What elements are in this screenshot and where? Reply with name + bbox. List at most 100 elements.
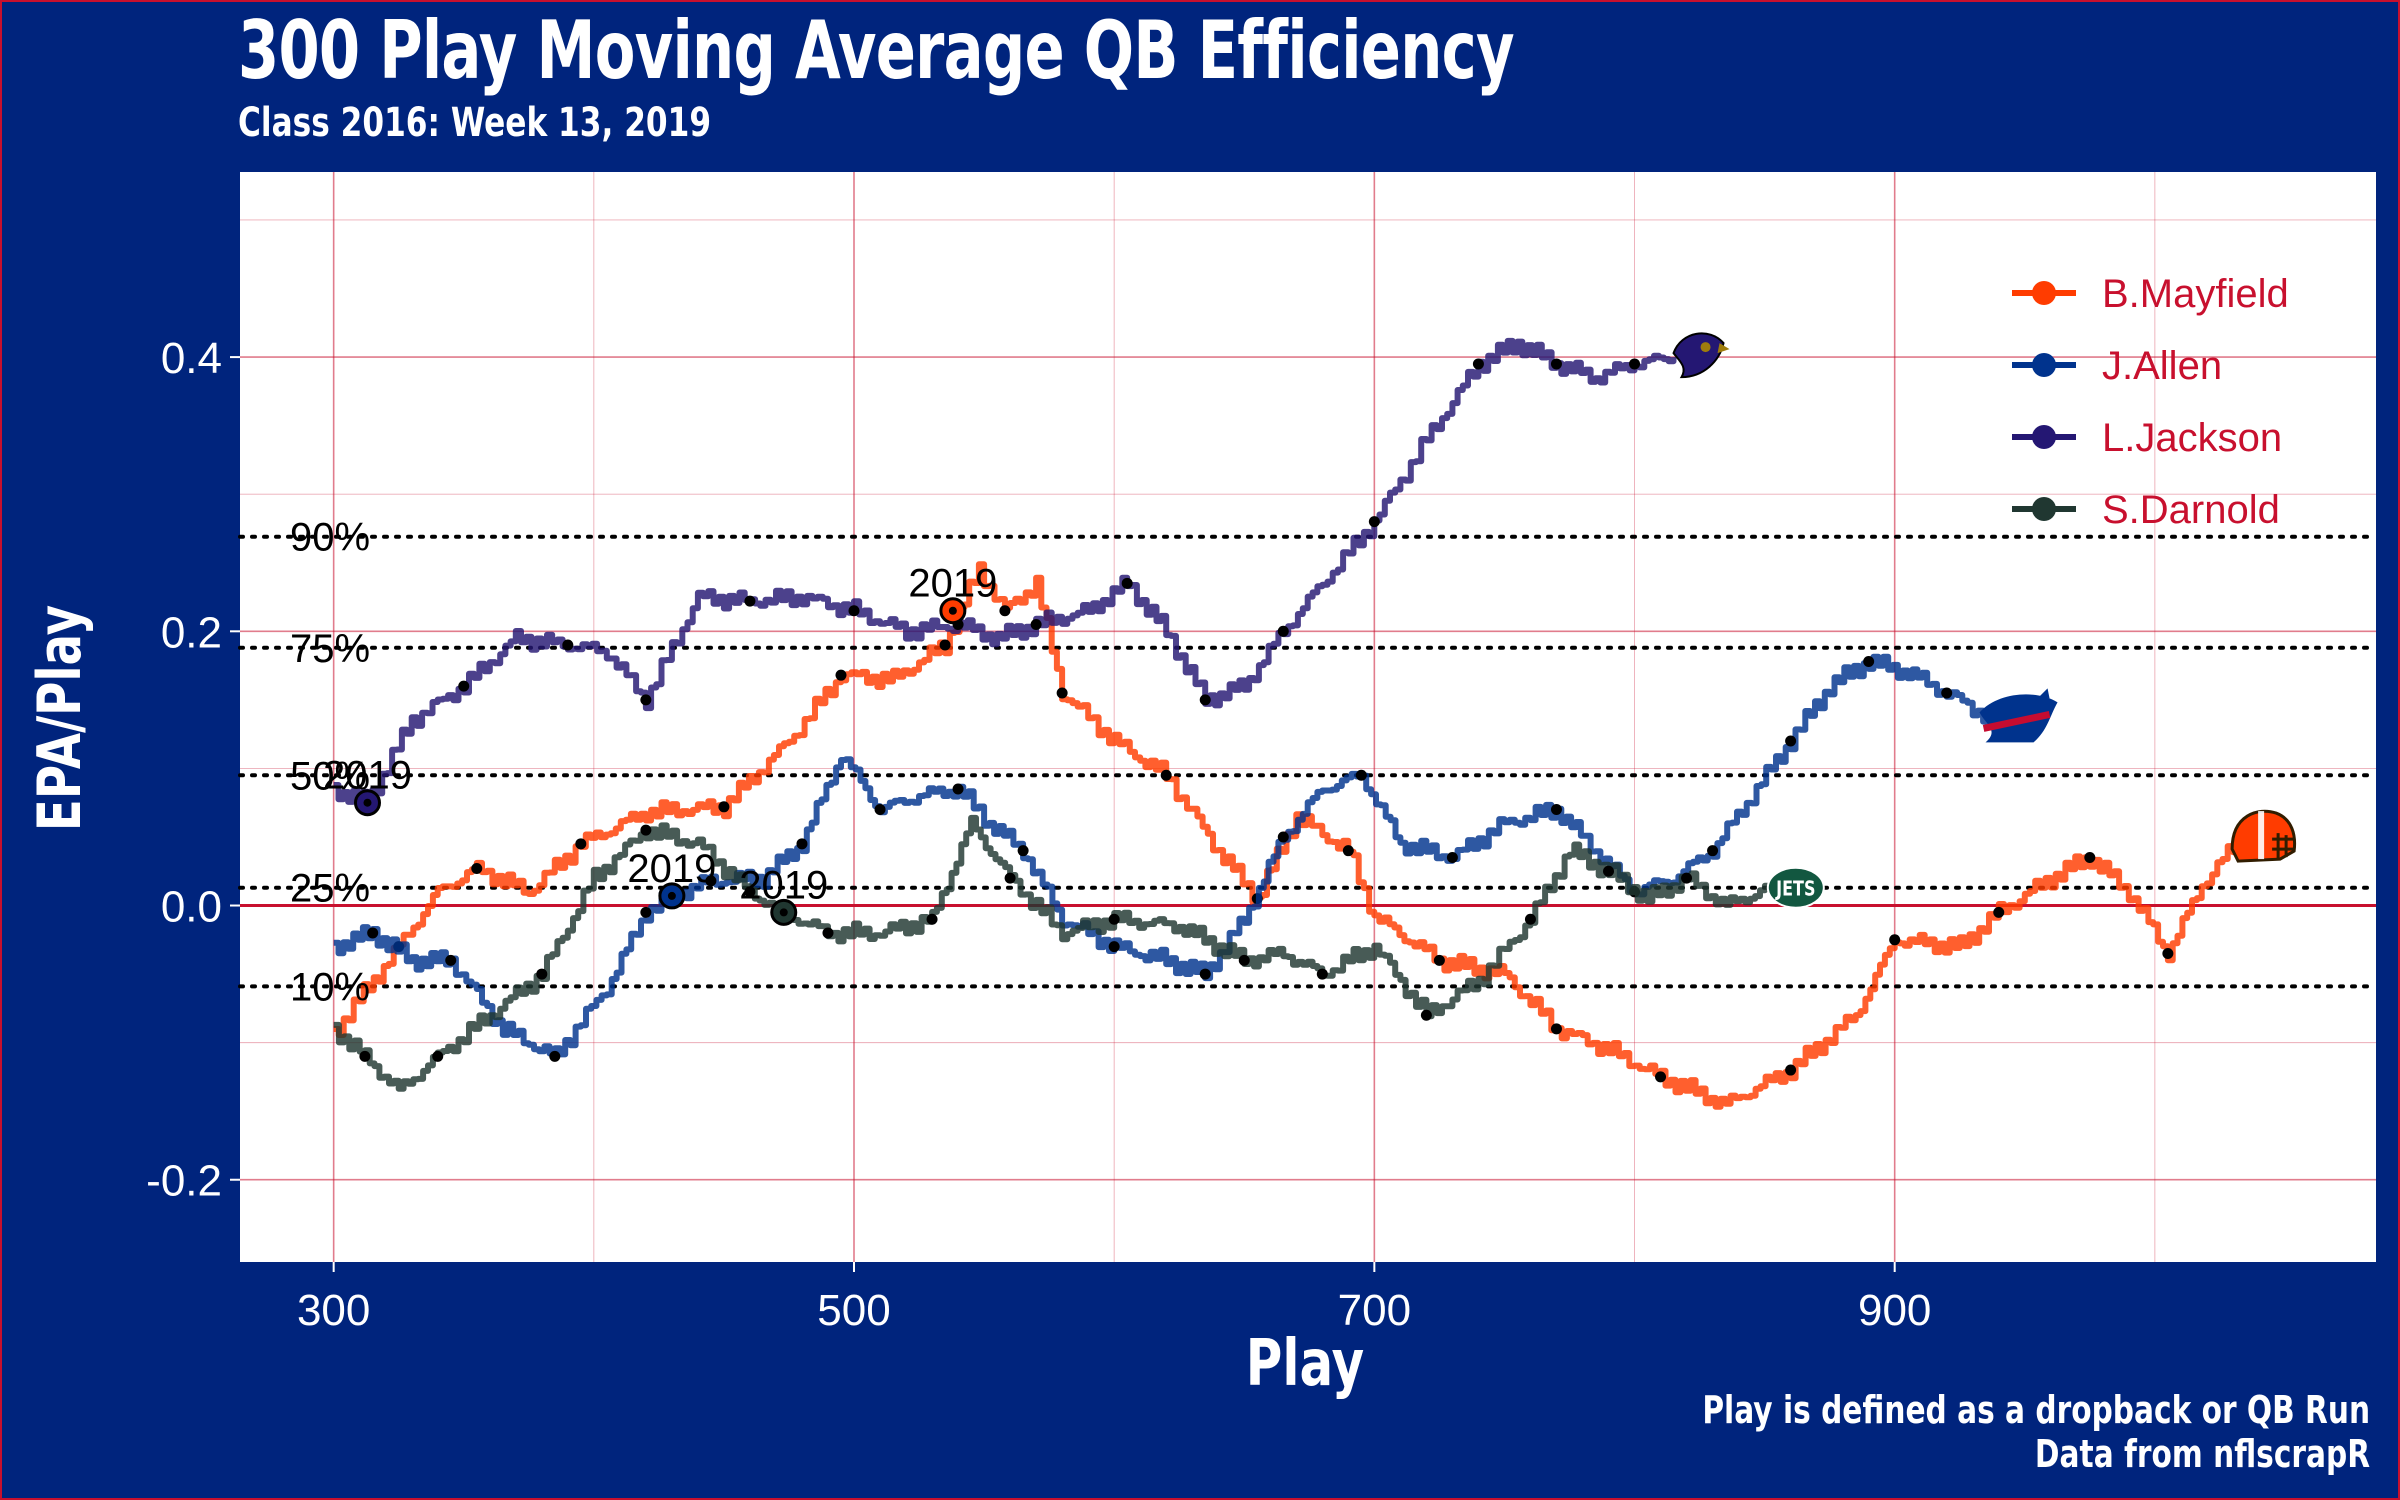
x-tick-label: 300 — [297, 1286, 370, 1335]
legend-key-point — [2032, 497, 2056, 521]
raven-beak — [1717, 343, 1730, 354]
legend-label: B.Mayfield — [2102, 272, 2289, 316]
series-point — [1550, 1023, 1562, 1035]
series-point — [926, 913, 938, 925]
series-point — [445, 954, 457, 966]
legend-key-point — [2032, 353, 2056, 377]
series-point — [432, 1050, 444, 1062]
y-axis-label: EPA/Play — [24, 605, 94, 831]
series-point — [1004, 872, 1016, 884]
chart-title: 300 Play Moving Average QB Efficiency — [238, 4, 1515, 97]
series-point — [1550, 358, 1562, 370]
series-point — [359, 1050, 371, 1062]
series-point — [1355, 769, 1367, 781]
browns-helmet-icon — [2230, 809, 2297, 863]
series-point — [1681, 872, 1693, 884]
jets-logo-icon: JETS — [1766, 866, 1825, 909]
series-point — [536, 968, 548, 980]
series-point — [1785, 735, 1797, 747]
legend-key-point — [2032, 281, 2056, 305]
season-markers: 2019 2019 2019 2019 — [323, 562, 997, 926]
series-point — [640, 824, 652, 836]
facemask — [2272, 833, 2295, 860]
series-point — [640, 906, 652, 918]
series-point — [874, 804, 886, 816]
series-point — [1602, 865, 1614, 877]
percentile-label: 50% — [290, 754, 370, 798]
series-point — [1108, 913, 1120, 925]
season-marker-center — [667, 891, 676, 900]
x-tick-label: 700 — [1338, 1286, 1411, 1335]
series-point — [1056, 687, 1068, 699]
series-point — [744, 595, 756, 607]
series-point — [835, 669, 847, 681]
legend: B.Mayfield J.Allen L.Jackson S.Darnold — [2012, 272, 2289, 532]
series-point — [796, 838, 808, 850]
team-logos: JETS — [1672, 332, 2297, 909]
series-point — [1524, 913, 1536, 925]
series-point — [575, 838, 587, 850]
series-point — [471, 863, 483, 875]
series-line-l-jackson — [333, 337, 1677, 809]
series-point — [549, 1050, 561, 1062]
jets-wordmark: JETS — [1774, 878, 1815, 901]
series-point — [1342, 845, 1354, 857]
series-point — [2084, 852, 2096, 864]
season-marker-center — [779, 908, 788, 917]
series-point — [939, 639, 951, 651]
y-tick-label: -0.2 — [146, 1157, 222, 1206]
helmet-stripe — [2258, 811, 2265, 860]
series-point — [718, 801, 730, 813]
series-point — [1941, 687, 1953, 699]
ravens-logo-icon — [1672, 332, 1730, 379]
series-line-b-mayfield — [333, 561, 2242, 1110]
series-line-j-allen — [333, 653, 1997, 1058]
series-point — [1863, 655, 1875, 667]
series-point — [1277, 831, 1289, 843]
legend-label: L.Jackson — [2102, 416, 2282, 460]
season-marker-center — [948, 606, 957, 615]
season-marker-label: 2019 — [739, 863, 828, 907]
series-point — [1889, 934, 1901, 946]
percentile-label: 25% — [290, 867, 370, 911]
legend-label: S.Darnold — [2102, 488, 2280, 532]
raven-head — [1672, 332, 1725, 379]
chart-subtitle: Class 2016: Week 13, 2019 — [238, 100, 712, 146]
series-point — [458, 680, 470, 692]
season-marker-label: 2019 — [908, 562, 997, 606]
x-tick-label: 500 — [817, 1286, 890, 1335]
percentile-labels: 90% 75% 50% 25% 10% — [290, 516, 370, 1010]
series-point — [822, 927, 834, 939]
series-point — [1316, 968, 1328, 980]
chart-caption: Play is defined as a dropback or QB Run … — [1702, 1388, 2370, 1476]
series-point — [1368, 516, 1380, 528]
series-point — [999, 605, 1011, 617]
series-point — [1199, 694, 1211, 706]
y-tick-label: 0.0 — [161, 883, 222, 932]
series-point — [1017, 845, 1029, 857]
buffalo-streak — [1982, 711, 2051, 732]
series-point — [1121, 577, 1133, 589]
x-tick-label: 900 — [1858, 1286, 1931, 1335]
series-point — [2162, 948, 2174, 960]
legend-key-point — [2032, 425, 2056, 449]
buffalo-horn — [2039, 688, 2050, 699]
series-point — [744, 886, 756, 898]
series-point — [1420, 1009, 1432, 1021]
series-point — [1655, 1071, 1667, 1083]
bills-logo-icon — [1979, 688, 2058, 743]
series-point — [1199, 968, 1211, 980]
percentile-label: 10% — [290, 965, 370, 1009]
raven-eye — [1700, 342, 1711, 353]
season-marker-center — [363, 798, 372, 807]
jets-oval — [1766, 866, 1825, 909]
series-point — [640, 694, 652, 706]
series-point — [1030, 618, 1042, 630]
y-axis-ticks: -0.2 0.0 0.2 0.4 — [146, 334, 240, 1206]
season-marker-label: 2019 — [627, 847, 716, 891]
y-tick-label: 0.4 — [161, 334, 222, 383]
series-point — [1629, 358, 1641, 370]
series-point — [562, 639, 574, 651]
season-marker-label: 2019 — [323, 754, 412, 798]
